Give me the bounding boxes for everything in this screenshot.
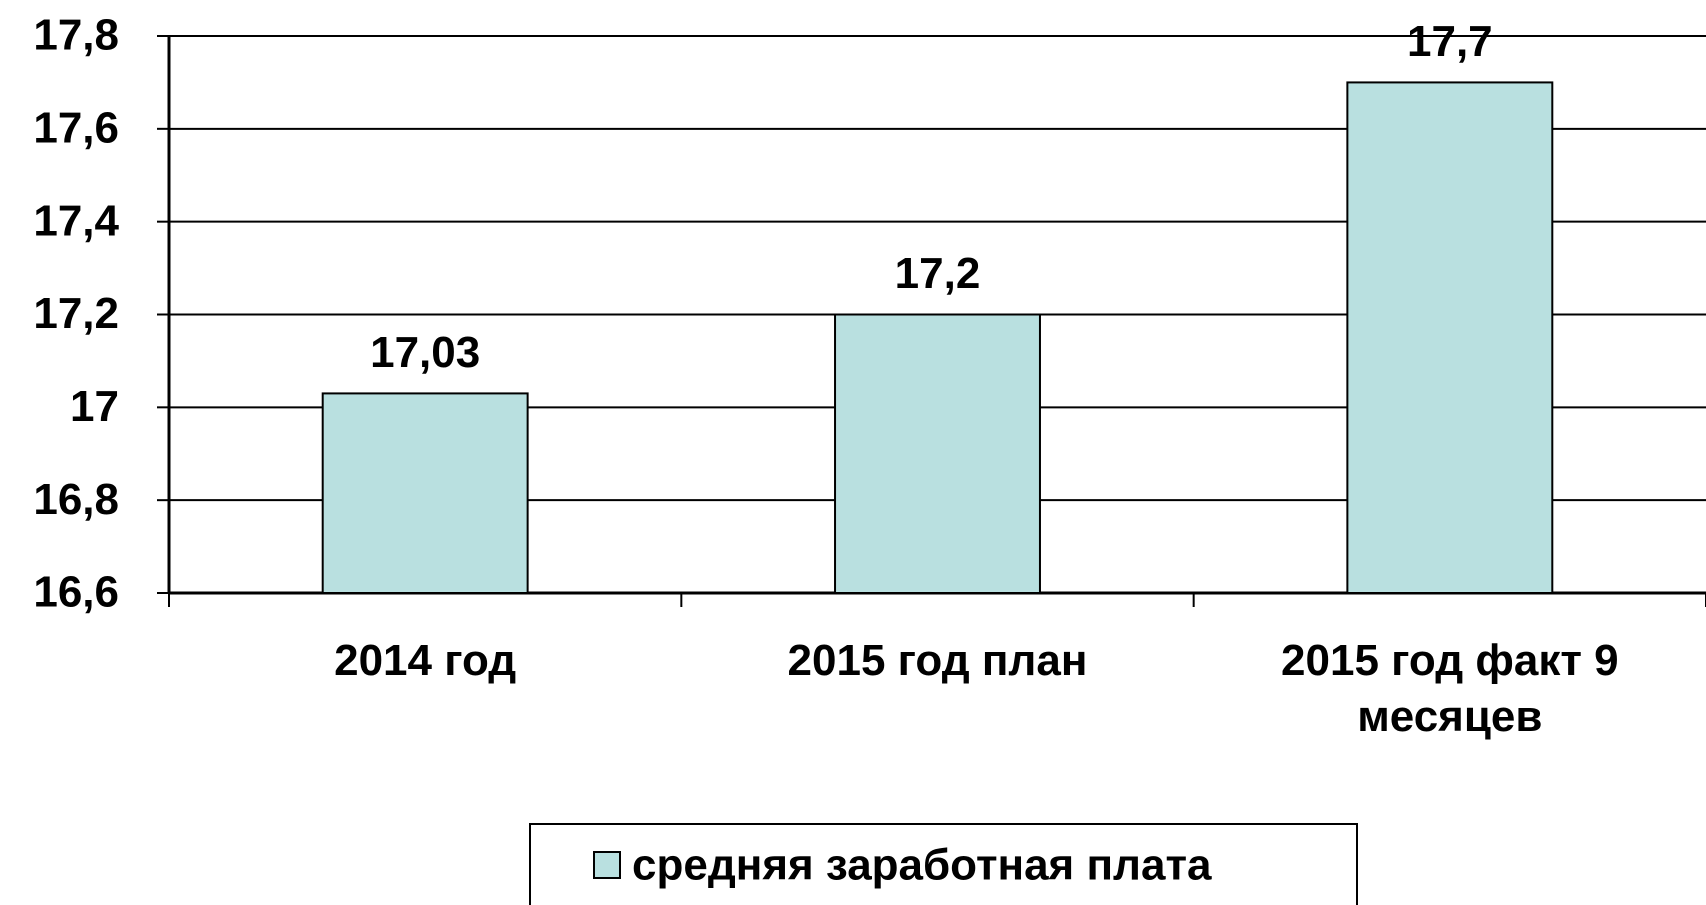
- legend-label: средняя заработная плата: [632, 841, 1212, 890]
- y-tick-label: 16,8: [33, 475, 119, 524]
- x-tick-label: 2015 год факт 9 месяцев: [1281, 636, 1619, 741]
- x-tick-label: 2014 год: [334, 636, 517, 685]
- bar: [321, 392, 529, 594]
- data-label: 17,03: [370, 328, 480, 377]
- y-tick-label: 17,6: [33, 103, 119, 152]
- legend-swatch: [593, 851, 621, 879]
- bar: [834, 313, 1041, 594]
- y-tick-label: 17,2: [33, 289, 119, 338]
- x-tick-label: 2015 год план: [787, 636, 1088, 685]
- data-label: 17,2: [895, 249, 981, 298]
- data-label: 17,7: [1407, 17, 1493, 66]
- legend-box: [529, 823, 1358, 905]
- y-tick-label: 17,8: [33, 11, 119, 60]
- y-tick-label: 17: [70, 382, 119, 431]
- bar: [1346, 81, 1554, 595]
- y-tick-label: 17,4: [33, 196, 119, 245]
- y-tick-label: 16,6: [33, 568, 119, 617]
